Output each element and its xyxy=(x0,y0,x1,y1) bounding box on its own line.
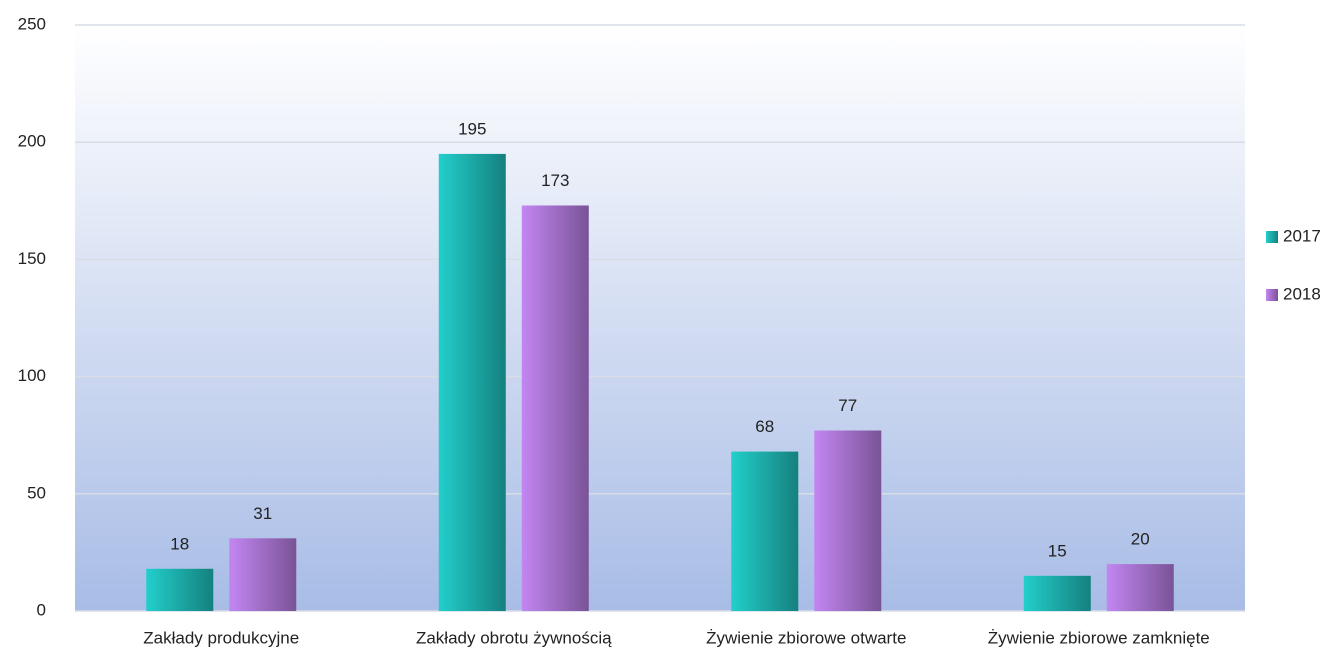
y-tick-label: 100 xyxy=(18,366,46,385)
y-tick-label: 250 xyxy=(18,14,46,33)
x-tick-label: Zakłady obrotu żywnością xyxy=(416,628,612,647)
data-label: 77 xyxy=(838,396,857,415)
bar-shade xyxy=(229,538,297,611)
plot-area xyxy=(75,25,1245,611)
legend-swatch-shade xyxy=(1266,231,1278,243)
y-tick-label: 200 xyxy=(18,132,46,151)
x-tick-label: Żywienie zbiorowe otwarte xyxy=(706,628,906,647)
data-label: 31 xyxy=(253,504,272,523)
data-label: 15 xyxy=(1048,541,1067,560)
legend-label: 2018 xyxy=(1283,284,1321,303)
bar-shade xyxy=(146,568,214,611)
legend-swatch-shade xyxy=(1266,289,1278,301)
bar-shade xyxy=(731,451,799,611)
y-tick-label: 150 xyxy=(18,249,46,268)
bar-shade xyxy=(814,430,882,611)
x-tick-label: Zakłady produkcyjne xyxy=(143,628,299,647)
bar-shade xyxy=(521,205,589,611)
data-label: 68 xyxy=(755,417,774,436)
bar-shade xyxy=(1023,575,1091,611)
bar-shade xyxy=(1106,564,1174,611)
legend-label: 2017 xyxy=(1283,226,1321,245)
data-label: 195 xyxy=(458,119,486,138)
bar-shade xyxy=(438,153,506,612)
x-tick-label: Żywienie zbiorowe zamknięte xyxy=(988,628,1210,647)
y-tick-label: 0 xyxy=(37,600,46,619)
data-label: 20 xyxy=(1131,530,1150,549)
data-label: 18 xyxy=(170,534,189,553)
y-tick-label: 50 xyxy=(27,483,46,502)
data-label: 173 xyxy=(541,171,569,190)
